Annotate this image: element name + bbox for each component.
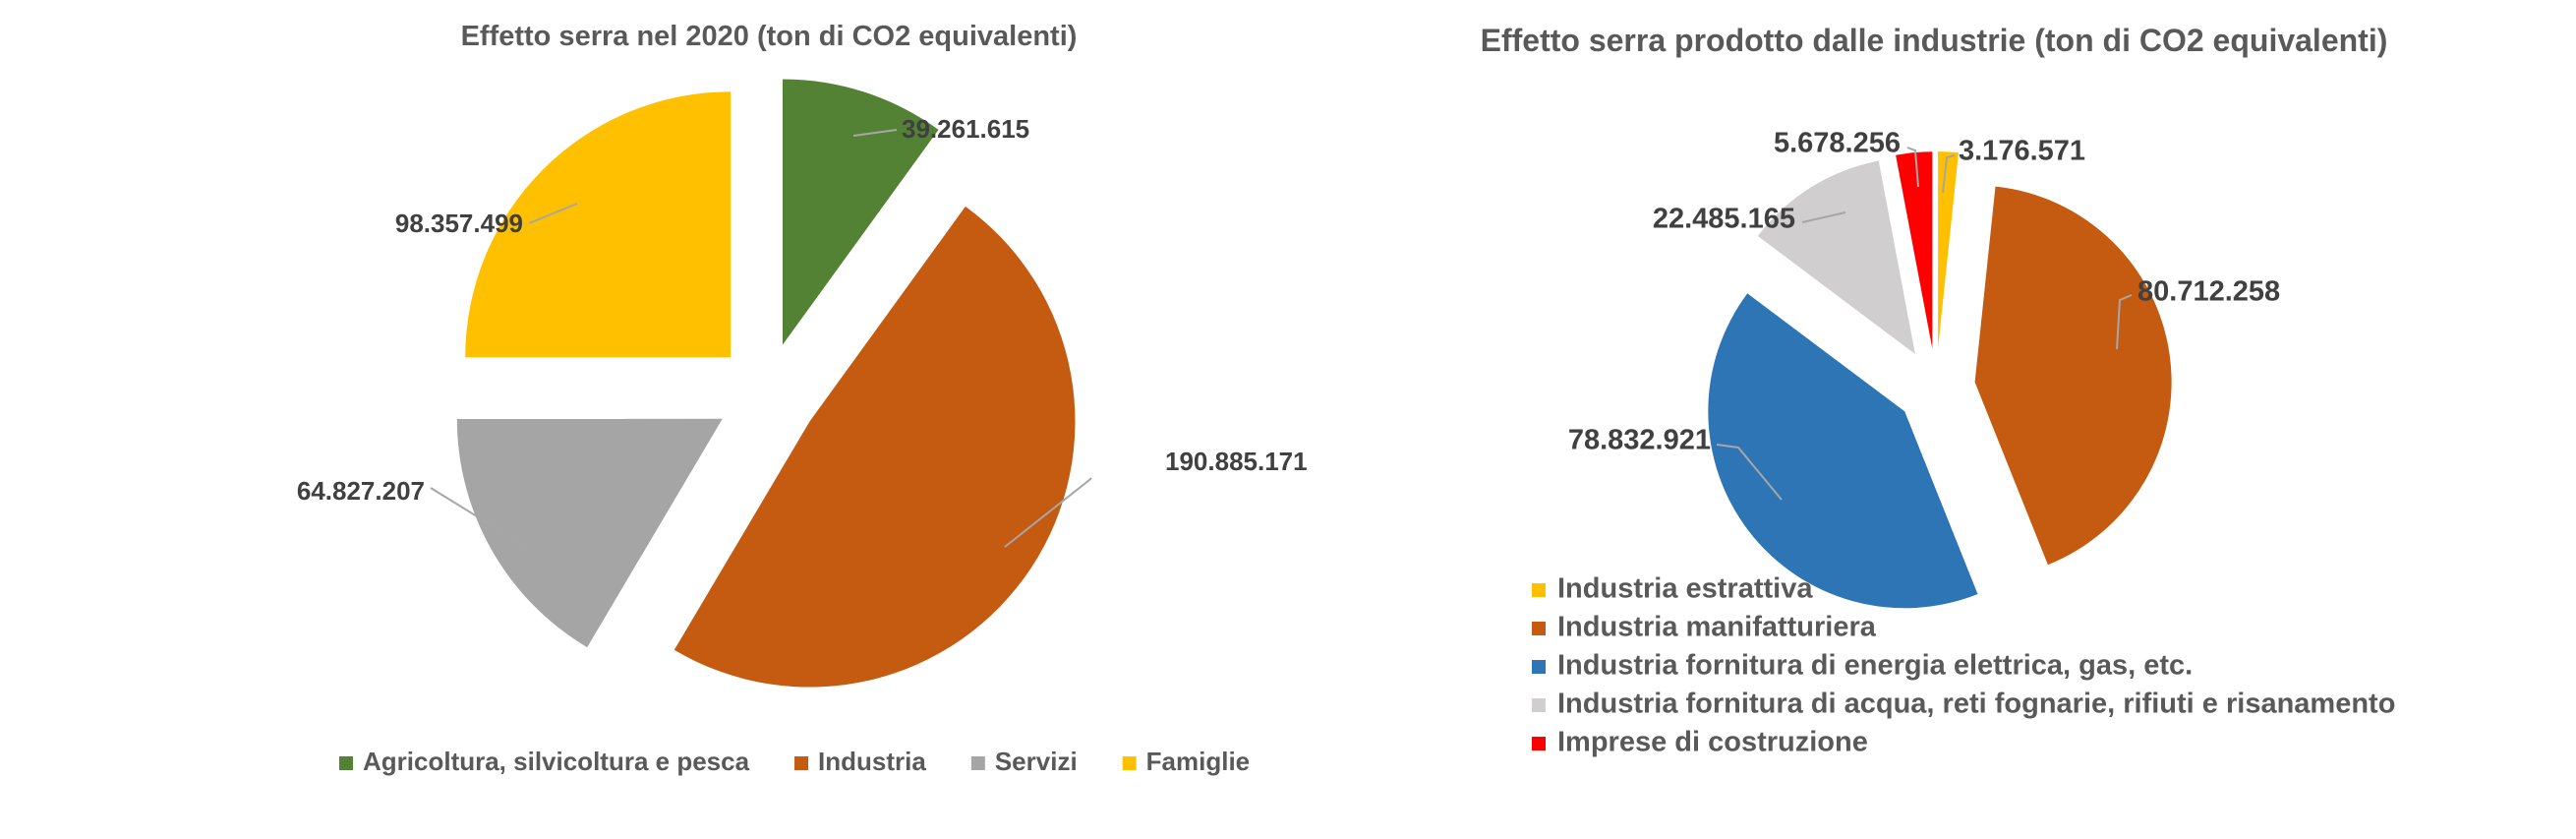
chart-1: Effetto serra nel 2020 (ton di CO2 equiv… [297, 21, 1308, 776]
legend-label: Famiglie [1146, 747, 1250, 776]
legend-label: Industria fornitura di acqua, reti fogna… [1557, 689, 2395, 720]
chart-1-title: Effetto serra nel 2020 (ton di CO2 equiv… [461, 21, 1078, 52]
legend-swatch [1532, 660, 1546, 674]
chart-1-slices [456, 79, 1076, 688]
legend-item-industria-estrattiva: Industria estrattiva [1532, 573, 1813, 605]
legend-label: Agricoltura, silvicoltura e pesca [363, 747, 750, 776]
leader-line-agricoltura-silvicoltura-e-pesca [852, 129, 898, 137]
chart-2-slices [1708, 151, 2172, 609]
legend-item-servizi: Servizi [970, 747, 1078, 776]
legend-item-agricoltura-silvicoltura-e-pesca: Agricoltura, silvicoltura e pesca [339, 747, 750, 776]
leader-line-famiglie [528, 203, 578, 224]
pie-slice-industria-fornitura-di-acqua-reti-fognar [1757, 160, 1915, 354]
chart-1-data-labels: 39.261.615 190.885.171 64.827.207 98.357.49… [297, 114, 1308, 549]
legend-swatch [1122, 756, 1137, 770]
legend-label: Industria [818, 747, 926, 776]
pie-slice-industria [673, 206, 1076, 688]
chart-2-data-labels: 3.176.571 80.712.258 78.832.921 22.485.165 5… [1568, 128, 2280, 501]
leader-line-servizi [430, 487, 529, 549]
legend-label: Industria manifatturiera [1557, 612, 1877, 643]
pie-slice-agricoltura-silvicoltura-e-pesca [783, 79, 939, 345]
data-label-industria: 190.885.171 [1165, 447, 1308, 476]
data-label-imprese-di-costruzione: 5.678.256 [1774, 128, 1901, 159]
leader-line-imprese-di-costruzione [1906, 147, 1919, 188]
pie-slice-industria-estrattiva [1938, 151, 1959, 349]
chart-2-legend: Industria estrattiva Industria manifattur… [1532, 573, 2395, 758]
chart-2-title: Effetto serra prodotto dalle industrie (… [1481, 23, 2388, 58]
pie-slice-industria-manifatturiera [1974, 186, 2172, 566]
data-label-industria-estrattiva: 3.176.571 [1959, 136, 2085, 167]
legend-swatch [339, 756, 353, 770]
legend-swatch [1532, 622, 1546, 635]
legend-item-industria-fornitura-di-energia-elettrica: Industria fornitura di energia elettrica… [1532, 650, 2193, 682]
chart-1-legend: Agricoltura, silvicoltura e pesca Industr… [339, 747, 1250, 776]
legend-item-industria: Industria [794, 747, 926, 776]
legend-label: Servizi [995, 747, 1078, 776]
data-label-industria-manifatturiera: 80.712.258 [2137, 276, 2280, 308]
data-label-agricoltura-silvicoltura-e-pesca: 39.261.615 [902, 114, 1029, 144]
pie-slice-industria-fornitura-di-energia-elettrica [1708, 293, 1978, 609]
legend-swatch [970, 756, 985, 770]
leader-line-industria-estrattiva [1942, 154, 1956, 194]
pie-slice-servizi [456, 418, 723, 648]
data-label-famiglie: 98.357.499 [395, 209, 523, 238]
legend-item-imprese-di-costruzione: Imprese di costruzione [1532, 727, 1868, 758]
legend-swatch [1532, 583, 1546, 597]
leader-line-industria-fornitura-di-acqua-reti-fognar [1801, 211, 1846, 223]
pie-slice-famiglie [465, 91, 732, 358]
legend-item-famiglie: Famiglie [1122, 747, 1250, 776]
leader-line-industria [1004, 477, 1092, 548]
chart-2: Effetto serra prodotto dalle industrie (… [1481, 23, 2396, 758]
pie-slice-imprese-di-costruzione [1896, 151, 1933, 349]
legend-label: Industria fornitura di energia elettrica… [1557, 650, 2193, 682]
legend-item-industria-fornitura-di-acqua-reti-fognar: Industria fornitura di acqua, reti fogna… [1532, 689, 2395, 720]
data-label-industria-fornitura-di-acqua-reti-fognar: 22.485.165 [1653, 204, 1795, 235]
legend-swatch [1532, 698, 1546, 712]
leader-line-industria-fornitura-di-energia-elettrica [1716, 444, 1783, 501]
data-label-servizi: 64.827.207 [297, 476, 425, 506]
legend-item-industria-manifatturiera: Industria manifatturiera [1532, 612, 1877, 643]
legend-swatch [794, 756, 809, 770]
data-label-industria-fornitura-di-energia-elettrica: 78.832.921 [1568, 425, 1711, 456]
legend-swatch [1532, 737, 1546, 750]
legend-label: Imprese di costruzione [1557, 727, 1868, 758]
leader-line-industria-manifatturiera [2116, 294, 2133, 350]
legend-label: Industria estrattiva [1557, 573, 1813, 605]
